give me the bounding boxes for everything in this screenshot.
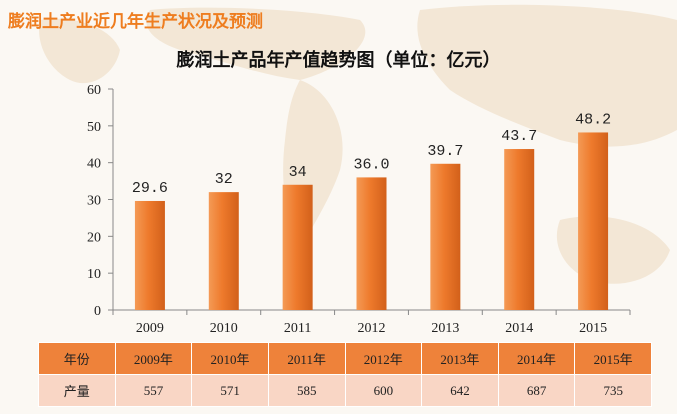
y-tick-label: 40: [87, 157, 101, 172]
chart-title: 膨润土产品年产值趋势图（单位：亿元）: [176, 50, 501, 71]
data-label: 36.0: [353, 156, 389, 173]
y-tick-label: 60: [87, 83, 101, 98]
table-cell: 735: [574, 374, 652, 407]
table-row-output: 产量 557 571 585 600 642 687 735: [38, 374, 652, 407]
table-cell: 2014年: [497, 342, 576, 375]
y-tick-label: 10: [87, 267, 101, 282]
x-tick-label: 2013: [431, 321, 459, 336]
table-cell: 600: [344, 374, 423, 407]
x-tick-label: 2014: [505, 321, 533, 336]
table-cell: 585: [267, 374, 346, 407]
table-cell: 2013年: [421, 342, 499, 375]
x-tick-label: 2011: [284, 321, 311, 336]
data-label: 34: [289, 164, 307, 181]
bar-2014: [504, 149, 535, 310]
x-tick-label: 2009: [136, 321, 164, 336]
bar-2010: [208, 192, 239, 310]
data-label: 39.7: [427, 143, 463, 160]
production-table: 年份 2009年 2010年 2011年 2012年 2013年 2014年 2…: [38, 342, 652, 407]
data-label: 29.6: [132, 180, 168, 197]
table-cell: 2015年: [574, 342, 652, 375]
table-cell: 687: [497, 374, 576, 407]
bar-2015: [578, 132, 609, 310]
table-cell: 2009年: [114, 342, 193, 375]
table-row-head: 年份: [38, 342, 116, 375]
page-header-title: 膨润土产业近几年生产状况及预测: [8, 12, 263, 32]
bar-2013: [430, 163, 461, 310]
table-row-head: 产量: [38, 374, 116, 407]
table-cell: 571: [191, 374, 269, 407]
bar-2011: [282, 184, 313, 310]
table-row-year: 年份 2009年 2010年 2011年 2012年 2013年 2014年 2…: [38, 342, 652, 375]
table-cell: 2011年: [267, 342, 346, 375]
bar-2012: [356, 177, 387, 310]
x-tick-label: 2015: [579, 321, 607, 336]
table-cell: 2010年: [191, 342, 269, 375]
y-tick-label: 20: [87, 230, 101, 245]
x-tick-label: 2012: [358, 321, 386, 336]
table-cell: 642: [421, 374, 499, 407]
bar-2009: [134, 200, 165, 310]
x-tick-label: 2010: [210, 321, 238, 336]
y-tick-label: 50: [87, 120, 101, 135]
data-label: 48.2: [575, 111, 611, 128]
data-label: 32: [215, 171, 233, 188]
y-tick-label: 30: [87, 194, 101, 209]
table-cell: 2012年: [344, 342, 423, 375]
data-label: 43.7: [501, 128, 537, 145]
table-cell: 557: [114, 374, 193, 407]
y-tick-label: 0: [94, 304, 101, 319]
